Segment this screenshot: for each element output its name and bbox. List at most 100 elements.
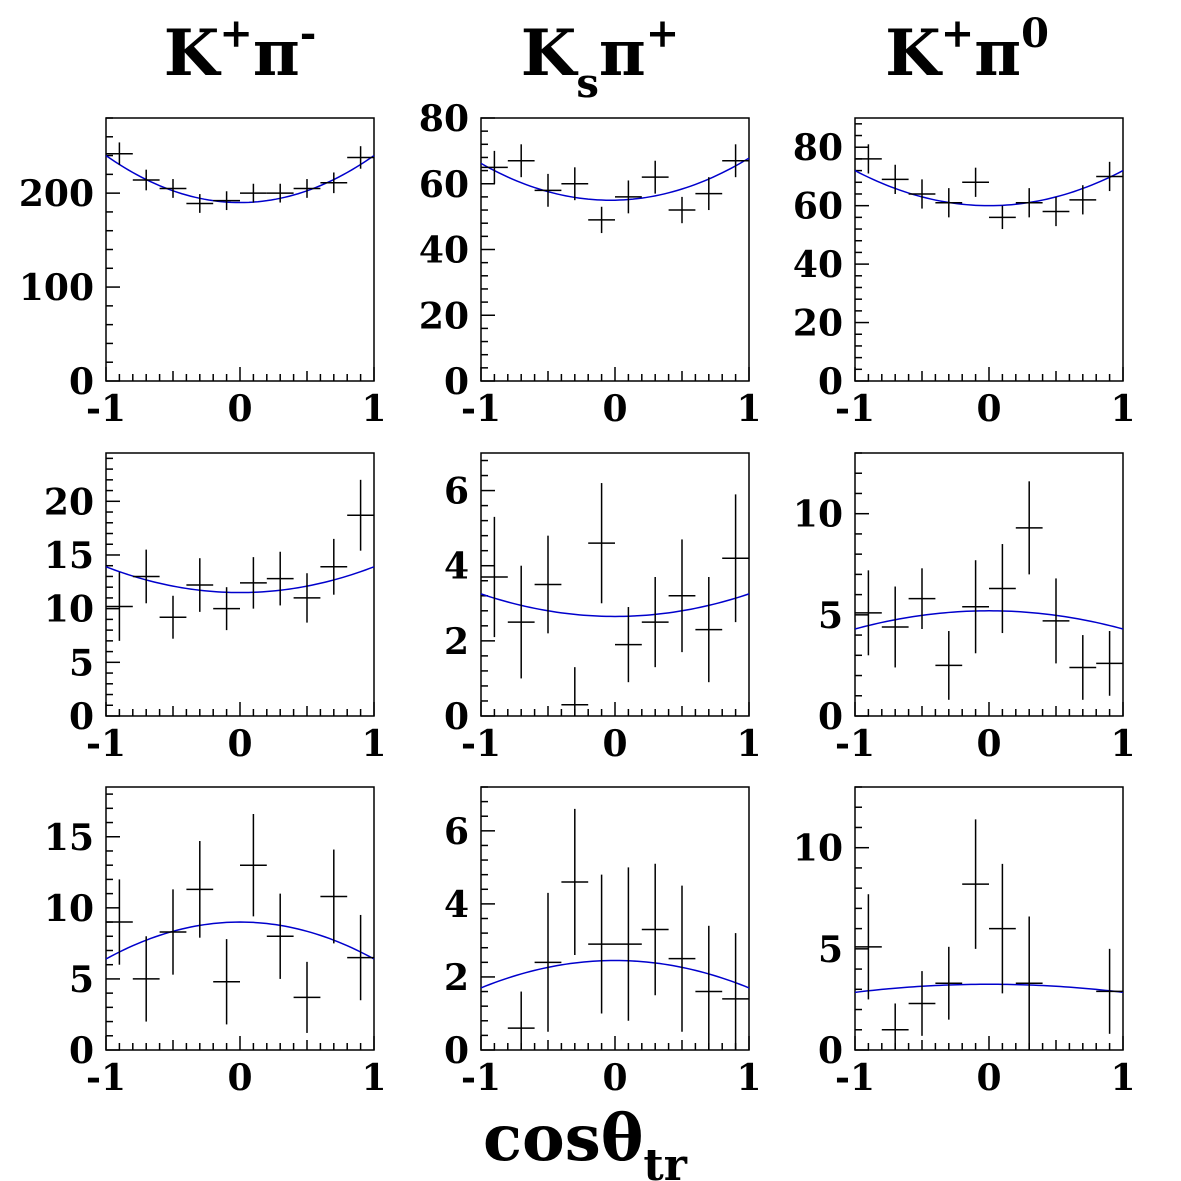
data-point [881,164,909,194]
y-tick-label: 60 [419,164,469,206]
title-base: K [885,16,943,91]
y-tick-label: 10 [793,494,843,536]
x-tick-label: 1 [1110,1057,1135,1099]
y-tick-label: 0 [444,1030,469,1072]
x-tick-label: -1 [835,1057,875,1099]
y-tick-label: 10 [793,828,843,870]
data-point [240,814,267,917]
x-tick-label: -1 [461,723,501,765]
title-mid: π [599,16,646,91]
data-point [989,863,1016,994]
data-point [1015,481,1043,575]
data-point [1042,578,1070,664]
data-point [668,885,696,1032]
data-point [641,863,669,996]
data-point [695,925,723,1050]
y-tick-label: 5 [69,959,94,1001]
data-point [641,160,669,194]
data-point [908,971,936,1036]
data-point [347,479,374,551]
y-tick-label: 80 [793,127,843,169]
column-title-ks-pi-plus: Ksπ+ [521,10,680,107]
data-point [989,544,1016,634]
x-tick-label: 0 [976,723,1001,765]
title-sup2: - [300,10,317,57]
data-point [1069,635,1097,700]
y-tick-label: 15 [44,535,94,577]
x-tick-label: 1 [1110,388,1135,430]
data-point [293,573,321,623]
title-sup1: + [219,10,253,57]
x-tick-label: 0 [976,1057,1001,1099]
x-tick-label: 0 [227,723,252,765]
y-tick-label: 0 [69,1030,94,1072]
data-point [320,538,348,595]
data-point [347,146,374,169]
data-point [668,196,696,224]
y-tick-label: 40 [419,230,469,272]
data-point [881,586,909,668]
y-tick-label: 100 [19,267,94,309]
plot-frame [105,117,375,382]
data-point [1069,185,1097,215]
data-point [855,144,882,174]
data-point [186,841,214,938]
data-point [588,206,615,234]
data-point [668,539,696,653]
data-point [320,849,348,944]
data-point [1015,916,1043,1050]
y-tick-label: 10 [44,589,94,631]
data-point [507,991,535,1050]
fit-curve [480,593,750,618]
fit-curve [480,959,750,989]
y-tick-label: 5 [818,595,843,637]
data-point [347,914,374,1001]
x-tick-label: -1 [461,388,501,430]
data-point [507,144,535,178]
title-sup2: + [646,10,680,57]
data-point [561,167,589,201]
data-point [588,874,615,1014]
data-point [722,933,749,1050]
y-tick-label: 0 [444,361,469,403]
fit-curve [105,154,375,204]
data-point [240,183,267,203]
data-point [935,946,963,1020]
fit-curve [105,921,375,960]
data-point [881,1003,909,1050]
data-point [159,179,187,198]
data-point [561,667,589,716]
column-title-k-plus-pi-minus: K+π- [164,10,317,91]
title-mid: π [974,16,1021,91]
data-point [106,142,133,165]
data-point [935,188,963,218]
data-point [534,173,562,207]
data-point [855,570,882,656]
x-tick-label: 1 [736,723,761,765]
y-tick-label: 0 [818,696,843,738]
y-tick-label: 20 [44,481,94,523]
x-tick-label: 0 [227,388,252,430]
data-point [1096,948,1123,1034]
fit-curve [105,566,375,594]
x-tick-label: 0 [227,1057,252,1099]
x-tick-label: 0 [976,388,1001,430]
y-tick-label: 200 [19,173,94,215]
title-sup2: 0 [1021,10,1049,57]
x-axis-label: cosθtr [483,1101,688,1181]
title-sup1: + [941,10,975,57]
x-tick-label: -1 [835,723,875,765]
data-point [186,194,214,213]
title-base: K [164,16,222,91]
x-tick-label: -1 [86,388,126,430]
data-point [1096,631,1123,696]
data-point [935,631,963,700]
y-tick-label: 0 [818,1030,843,1072]
data-point [132,549,160,604]
data-point [1042,196,1070,227]
x-axis-label-sub: tr [643,1140,687,1181]
data-point [695,177,723,211]
